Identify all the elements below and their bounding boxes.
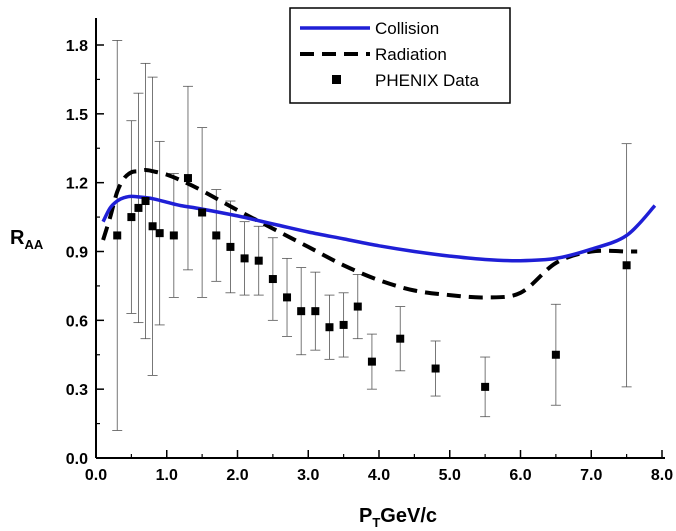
- phenix-data-point: [134, 203, 143, 212]
- phenix-data-point: [283, 293, 292, 302]
- phenix-data-points: [113, 174, 631, 391]
- phenix-data-point: [367, 357, 376, 366]
- legend-radiation-label: Radiation: [375, 45, 447, 64]
- legend-collision-label: Collision: [375, 19, 439, 38]
- x-tick-label: 5.0: [439, 467, 461, 484]
- phenix-data-point: [240, 254, 249, 263]
- phenix-data-point: [113, 231, 122, 240]
- x-axis-title-sub: T: [372, 515, 380, 530]
- phenix-data-point: [198, 208, 207, 217]
- y-axis-title-main: R: [10, 227, 25, 249]
- x-tick-label: 7.0: [580, 467, 602, 484]
- y-tick-label: 1.8: [66, 38, 88, 55]
- phenix-data-point: [169, 231, 178, 240]
- y-axis-ticks: 0.0 0.3 0.6 0.9 1.2 1.5 1.8: [66, 38, 104, 468]
- x-tick-label: 8.0: [651, 467, 673, 484]
- phenix-data-point: [297, 307, 306, 316]
- y-tick-label: 0.6: [66, 313, 88, 330]
- x-axis-title-rest: GeV/c: [380, 505, 437, 527]
- radiation-series-line: [101, 167, 638, 300]
- phenix-data-point: [183, 174, 192, 183]
- x-tick-label: 6.0: [509, 467, 531, 484]
- x-axis-ticks: 0.0 1.0 2.0 3.0 4.0 5.0 6.0 7.0 8.0: [85, 450, 673, 484]
- phenix-data-point: [155, 229, 164, 238]
- x-tick-label: 3.0: [297, 467, 319, 484]
- y-tick-label: 1.5: [66, 107, 88, 124]
- phenix-data-point: [141, 197, 150, 206]
- collision-series-line: [101, 194, 657, 263]
- y-tick-label: 1.2: [66, 176, 88, 193]
- phenix-data-point: [622, 261, 631, 270]
- phenix-data-point: [226, 242, 235, 251]
- phenix-data-point: [481, 382, 490, 391]
- x-tick-label: 0.0: [85, 467, 107, 484]
- phenix-data-point: [268, 275, 277, 284]
- legend-phenix-label: PHENIX Data: [375, 71, 479, 90]
- x-tick-label: 1.0: [156, 467, 178, 484]
- phenix-data-point: [353, 302, 362, 311]
- phenix-data-point: [551, 350, 560, 359]
- y-tick-label: 0.3: [66, 382, 88, 399]
- x-axis-title-main: P: [359, 505, 372, 527]
- y-axis-title-sub: AA: [24, 237, 43, 252]
- phenix-data-point: [148, 222, 157, 231]
- phenix-data-point: [311, 307, 320, 316]
- phenix-data-point: [431, 364, 440, 373]
- legend: Collision Radiation PHENIX Data: [289, 7, 511, 104]
- legend-phenix-swatch: [332, 75, 341, 84]
- y-axis-title: RAA: [10, 227, 44, 252]
- y-tick-label: 0.9: [66, 245, 88, 262]
- phenix-data-point: [339, 320, 348, 329]
- x-axis-title: PTGeV/c: [359, 505, 437, 530]
- phenix-data-point: [254, 256, 263, 265]
- x-tick-label: 2.0: [226, 467, 248, 484]
- x-tick-label: 4.0: [368, 467, 390, 484]
- y-tick-label: 0.0: [66, 451, 88, 468]
- phenix-data-point: [127, 213, 136, 222]
- phenix-data-point: [212, 231, 221, 240]
- phenix-data-point: [325, 323, 334, 332]
- phenix-data-point: [396, 334, 405, 343]
